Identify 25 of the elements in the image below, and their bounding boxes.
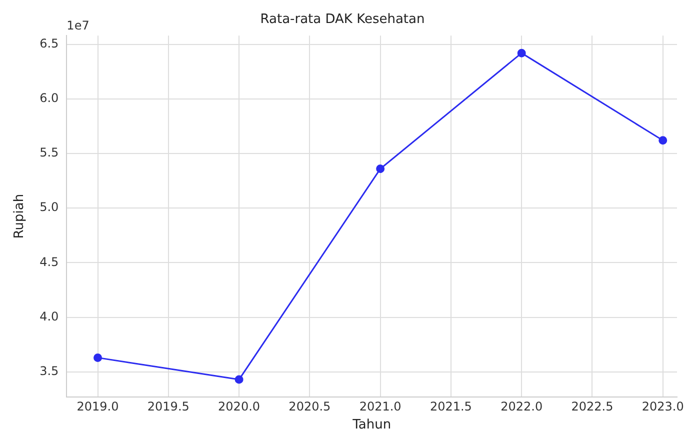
y-axis-title: Rupiah xyxy=(12,194,28,239)
x-tick-label: 2019.5 xyxy=(147,399,190,414)
x-tick-label: 2022.0 xyxy=(500,399,543,414)
x-tick-label: 2020.5 xyxy=(288,399,331,414)
y-tick-label: 6.0 xyxy=(40,91,59,106)
x-tick-label: 2020.0 xyxy=(218,399,260,414)
point xyxy=(376,164,385,174)
text: 1e7 xyxy=(66,18,90,33)
x-tick-label: 2019.0 xyxy=(76,399,119,414)
chart-title: Rata-rata DAK Kesehatan xyxy=(260,12,425,28)
point xyxy=(94,353,102,362)
x-tick-label: 2022.5 xyxy=(571,399,614,414)
y-tick-label: 6.5 xyxy=(40,36,59,50)
point xyxy=(658,136,668,145)
point xyxy=(517,48,526,58)
y-tick-label: 4.5 xyxy=(40,254,59,269)
point xyxy=(234,375,244,384)
x-axis-title: Tahun xyxy=(352,418,392,433)
x-tick-label: 2023.0 xyxy=(642,399,684,414)
y-tick-label: 4.0 xyxy=(40,309,59,324)
y-tick-label: 3.5 xyxy=(40,364,59,378)
x-tick-label: 2021.0 xyxy=(359,399,402,414)
y-tick-label: 5.0 xyxy=(40,200,59,214)
y-tick-label: 5.5 xyxy=(40,146,59,160)
x-tick-label: 2021.5 xyxy=(430,399,472,414)
